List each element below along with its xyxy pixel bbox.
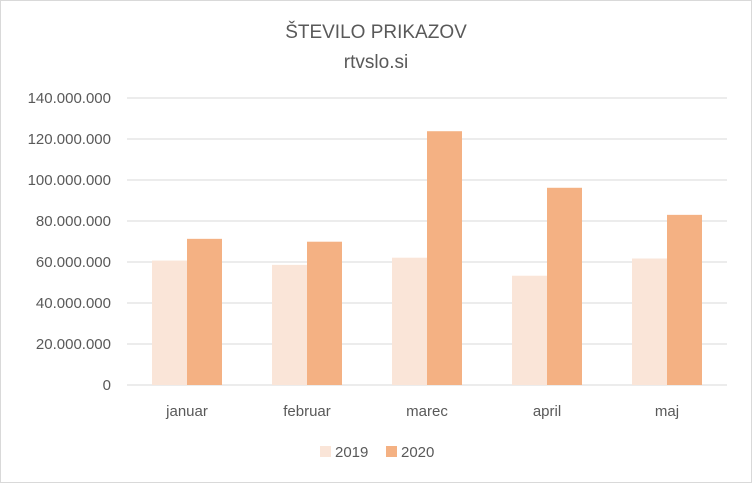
bar-2020-april — [547, 187, 582, 385]
x-tick-label: marec — [406, 403, 448, 420]
legend-label: 2019 — [335, 444, 368, 461]
y-tick-label: 40.000.000 — [36, 295, 111, 312]
bar-2020-januar — [187, 238, 222, 385]
bar-2020-marec — [427, 131, 462, 385]
y-tick-label: 0 — [103, 377, 111, 394]
legend-swatch-2019 — [320, 446, 331, 457]
legend-swatch-2020 — [386, 446, 397, 457]
bar-2019-marec — [392, 257, 427, 385]
y-tick-label: 100.000.000 — [28, 172, 111, 189]
y-axis-tick-labels: 0 20.000.000 40.000.000 60.000.000 80.000.00… — [28, 90, 111, 394]
x-tick-label: april — [533, 403, 561, 420]
bar-2020-maj — [667, 214, 702, 385]
y-tick-label: 120.000.000 — [28, 131, 111, 148]
x-tick-label: januar — [165, 403, 208, 420]
bar-2019-maj — [632, 258, 667, 385]
bar-2019-april — [512, 275, 547, 385]
y-tick-label: 60.000.000 — [36, 254, 111, 271]
bar-2019-januar — [152, 260, 187, 385]
x-axis-tick-labels: januar februar marec april maj — [165, 403, 679, 420]
x-tick-label: maj — [655, 403, 679, 420]
bar-2020-februar — [307, 241, 342, 385]
chart-title: ŠTEVILO PRIKAZOV — [285, 21, 467, 43]
y-tick-label: 80.000.000 — [36, 213, 111, 230]
chart-subtitle: rtvslo.si — [344, 52, 408, 73]
bars — [152, 131, 702, 385]
bar-2019-februar — [272, 264, 307, 385]
legend: 2019 2020 — [320, 444, 434, 461]
y-tick-label: 140.000.000 — [28, 90, 111, 107]
legend-label: 2020 — [401, 444, 434, 461]
y-tick-label: 20.000.000 — [36, 336, 111, 353]
x-tick-label: februar — [283, 403, 331, 420]
